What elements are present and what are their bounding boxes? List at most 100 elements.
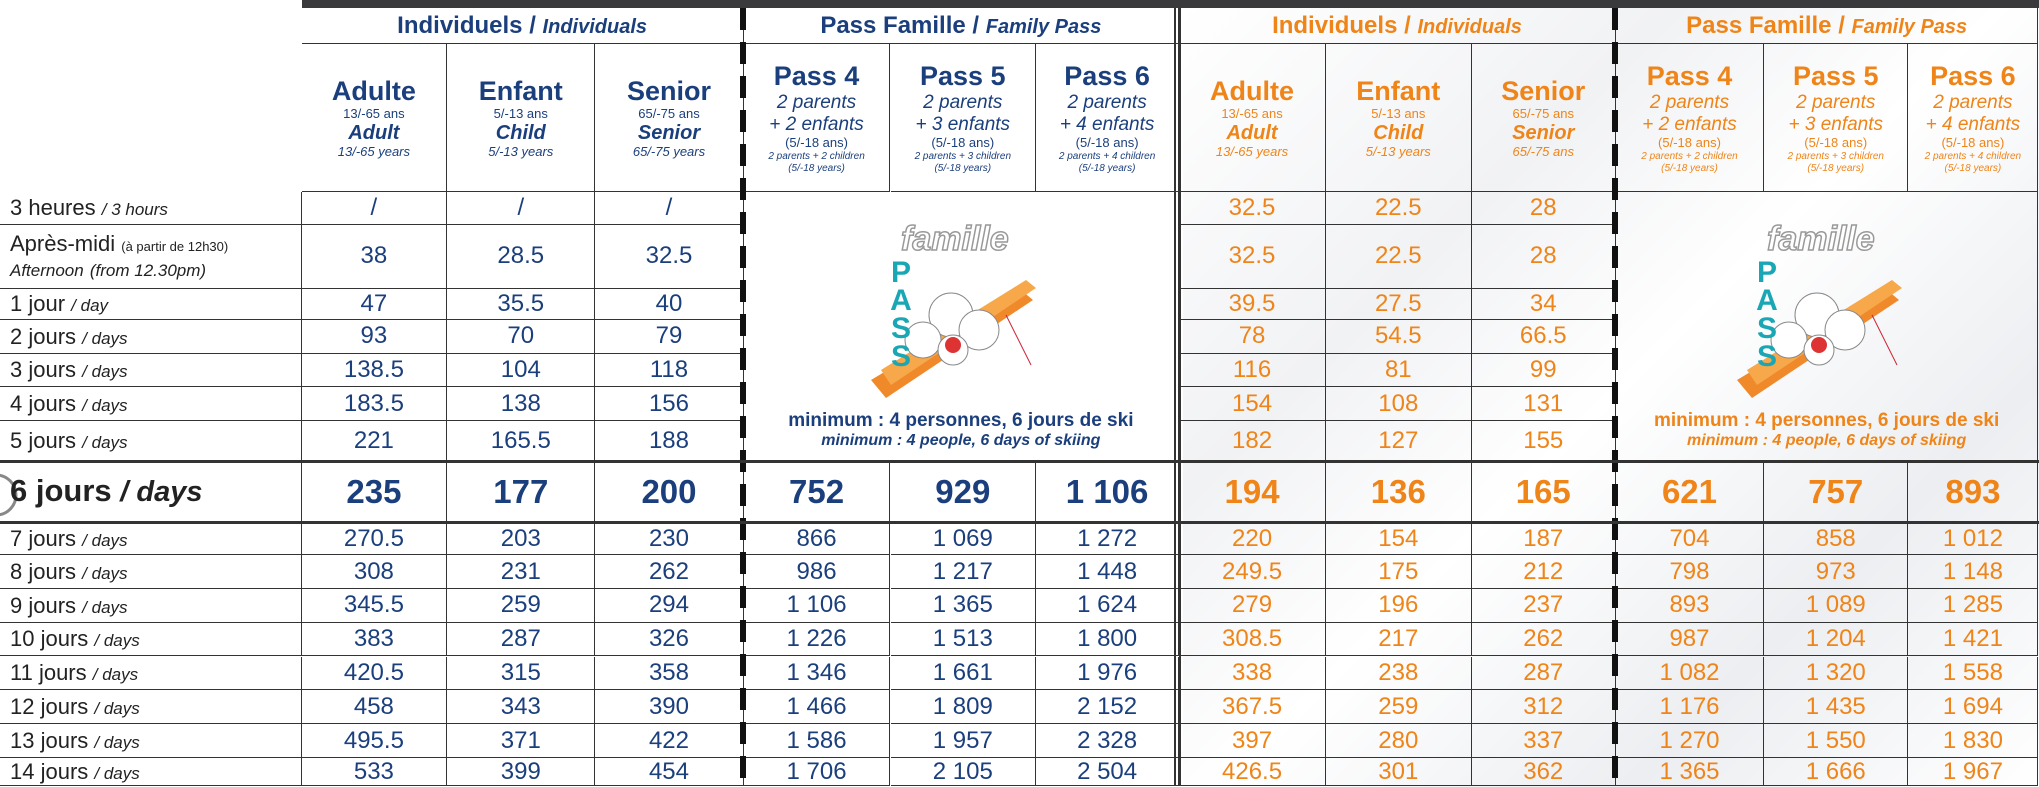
price: 136 — [1371, 473, 1426, 511]
column-header: Pass 52 parents+ 3 enfants(5/-18 ans)2 p… — [891, 44, 1037, 192]
price-cell: 1 204 — [1764, 623, 1908, 657]
label-line: Après-midi (à partir de 12h30) — [10, 231, 228, 256]
column-age-en: 65/-75 ans — [1513, 145, 1574, 160]
price-cell: 1 270 — [1616, 724, 1764, 758]
price-cell: / — [595, 192, 743, 225]
price-cell: 973 — [1764, 555, 1908, 589]
price-cell: 326 — [595, 623, 743, 657]
label-line: 3 heures / 3 hours — [10, 195, 168, 220]
price: 986 — [797, 558, 837, 586]
column-age: 65/-75 ans — [1513, 107, 1574, 122]
price: 47 — [361, 290, 388, 318]
price: 279 — [1232, 591, 1272, 619]
price: 1 069 — [933, 525, 993, 553]
label-line: 8 jours / days — [10, 559, 128, 584]
price: 893 — [1945, 473, 2000, 511]
price-cell: 1 586 — [744, 724, 891, 758]
price: 1 226 — [787, 625, 847, 653]
price-cell: 287 — [447, 623, 595, 657]
price: 280 — [1378, 727, 1418, 755]
price: 127 — [1378, 427, 1418, 455]
column-en: 2 parents + 2 children — [1641, 151, 1737, 163]
column-age-en: 13/-65 years — [338, 145, 410, 160]
price-cell: 1 661 — [891, 657, 1037, 691]
price: 1 448 — [1077, 558, 1137, 586]
column-line: 2 parents — [1796, 92, 1875, 114]
price-cell: 28 — [1472, 192, 1616, 225]
price-cell: 22.5 — [1326, 192, 1472, 225]
price-cell: 399 — [447, 758, 595, 787]
price-cell: 1 082 — [1616, 657, 1764, 691]
price-cell: 183.5 — [302, 387, 448, 421]
price: 200 — [641, 473, 696, 511]
price: 1 346 — [787, 659, 847, 687]
price: 212 — [1523, 558, 1563, 586]
column-age-en: (5/-18 years) — [1079, 163, 1136, 175]
price: 987 — [1669, 625, 1709, 653]
price: 1 285 — [1943, 591, 2003, 619]
label-en: / days — [94, 764, 139, 783]
price-cell: 458 — [302, 690, 448, 724]
price: 397 — [1232, 727, 1272, 755]
price: 79 — [656, 322, 683, 350]
price-cell: 1 320 — [1764, 657, 1908, 691]
price: 249.5 — [1222, 558, 1282, 586]
price-cell: 237 — [1472, 589, 1616, 623]
price-cell: 230 — [595, 523, 743, 556]
column-name-en: Senior — [1512, 122, 1574, 145]
price: 34 — [1530, 290, 1557, 318]
price-cell: 212 — [1472, 555, 1616, 589]
price-cell: 32.5 — [1179, 192, 1326, 225]
column-age-en: (5/-18 years) — [1807, 163, 1864, 175]
price: 194 — [1225, 473, 1280, 511]
price-cell: 127 — [1326, 421, 1472, 461]
price: 1 365 — [1659, 758, 1719, 786]
price: 294 — [649, 591, 689, 619]
group-fr: Pass Famille / — [1686, 12, 1845, 39]
column-age-en: (5/-18 years) — [1661, 163, 1718, 175]
price: 866 — [797, 525, 837, 553]
price-cell: 454 — [595, 758, 743, 787]
price-table: Individuels / IndividualsPass Famille / … — [0, 0, 2039, 787]
price: 154 — [1378, 525, 1418, 553]
price: 22.5 — [1375, 194, 1422, 222]
price: 231 — [501, 558, 541, 586]
price-cell: 2 152 — [1036, 690, 1179, 724]
label-en: / days — [94, 733, 139, 752]
price-cell: 154 — [1179, 387, 1326, 421]
price-cell: 262 — [595, 555, 743, 589]
price: 1 082 — [1659, 659, 1719, 687]
price: 1 706 — [787, 758, 847, 786]
column-line: + 4 enfants — [1926, 114, 2021, 136]
price: 70 — [507, 322, 534, 350]
price: 22.5 — [1375, 242, 1422, 270]
price-cell: 235 — [302, 462, 448, 523]
price: 28 — [1530, 194, 1557, 222]
row-rule — [0, 460, 2039, 463]
price-cell: 1 365 — [1616, 758, 1764, 787]
price: 338 — [1232, 659, 1272, 687]
price: 154 — [1232, 390, 1272, 418]
label-en: Afternoon — [10, 261, 84, 280]
price: 893 — [1669, 591, 1709, 619]
price: 217 — [1378, 625, 1418, 653]
price-cell: 93 — [302, 320, 448, 354]
price-cell: 338 — [1179, 657, 1326, 691]
price: 929 — [935, 473, 990, 511]
row-label: 9 jours / days — [0, 589, 302, 623]
column-age-en: 5/-13 years — [488, 145, 553, 160]
group-header: Individuels / Individuals — [302, 8, 744, 44]
price: 301 — [1378, 758, 1418, 786]
family-pass-block: famillePASSminimum : 4 personnes, 6 jour… — [1616, 192, 2039, 461]
price: 1 106 — [787, 591, 847, 619]
label-fr: 1 jour — [10, 291, 65, 316]
column-en: 2 parents + 4 children — [1059, 151, 1155, 163]
price: 287 — [1523, 659, 1563, 687]
price: 458 — [354, 693, 394, 721]
label-line: Afternoon (from 12.30pm) — [10, 256, 206, 281]
price-cell: 1 421 — [1908, 623, 2038, 657]
column-name: Adulte — [1210, 76, 1294, 107]
price-cell: 987 — [1616, 623, 1764, 657]
price-cell: 287 — [1472, 657, 1616, 691]
